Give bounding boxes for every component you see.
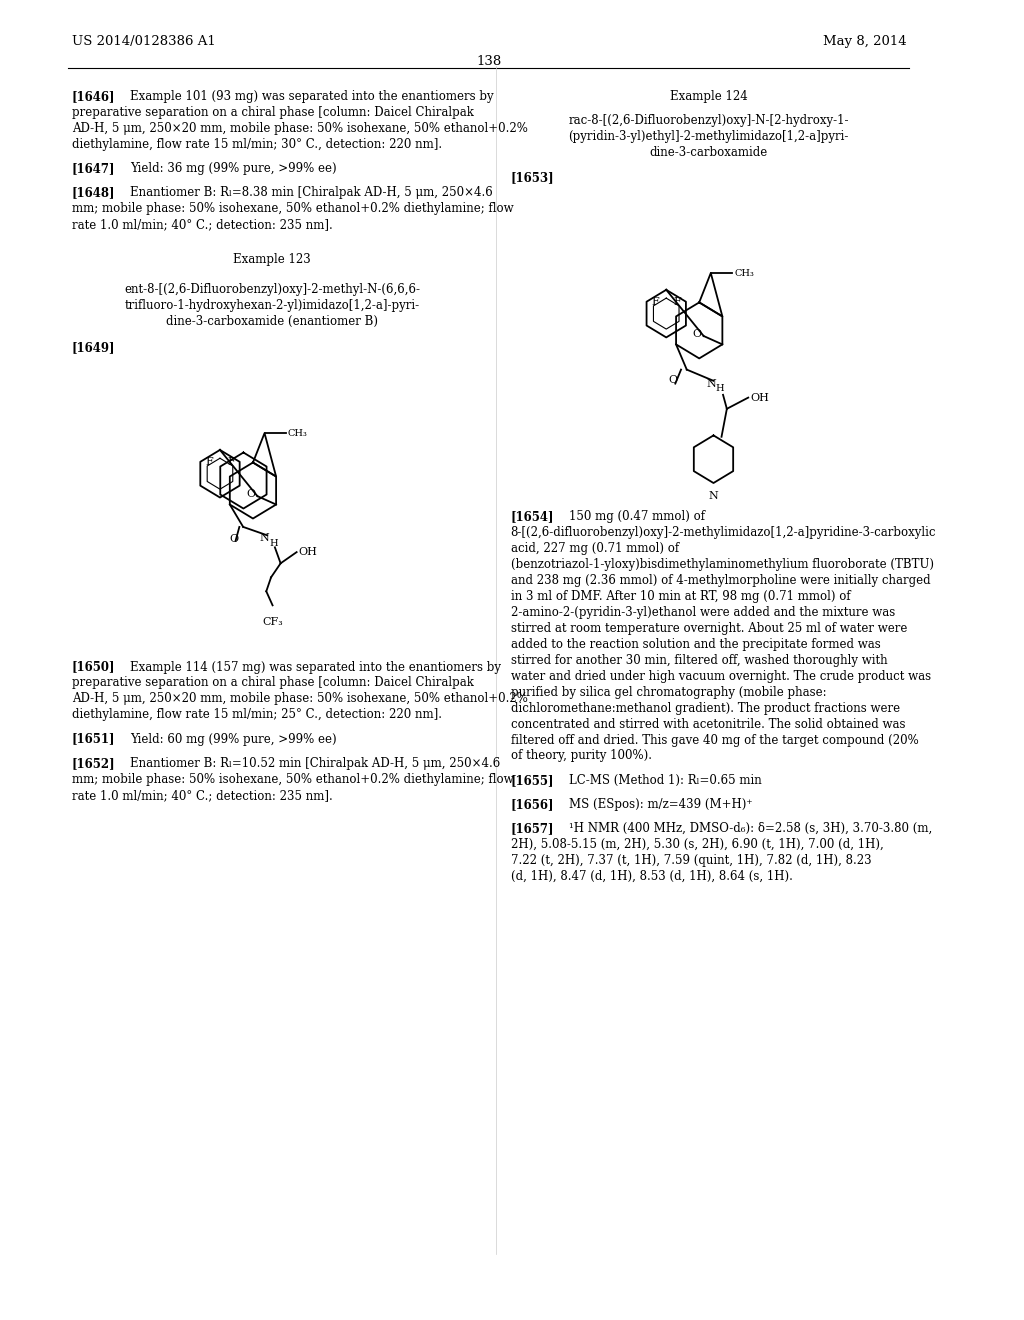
Text: Example 123: Example 123 (233, 253, 311, 267)
Text: O: O (247, 490, 256, 499)
Text: 7.22 (t, 2H), 7.37 (t, 1H), 7.59 (quint, 1H), 7.82 (d, 1H), 8.23: 7.22 (t, 2H), 7.37 (t, 1H), 7.59 (quint,… (511, 854, 871, 867)
Text: Enantiomer B: Rₗ=8.38 min [Chiralpak AD-H, 5 μm, 250×4.6: Enantiomer B: Rₗ=8.38 min [Chiralpak AD-… (130, 186, 493, 199)
Text: 2-amino-2-(pyridin-3-yl)ethanol were added and the mixture was: 2-amino-2-(pyridin-3-yl)ethanol were add… (511, 606, 895, 619)
Text: water and dried under high vacuum overnight. The crude product was: water and dried under high vacuum overni… (511, 669, 931, 682)
Text: ent-8-[(2,6-Difluorobenzyl)oxy]-2-methyl-N-(6,6,6-: ent-8-[(2,6-Difluorobenzyl)oxy]-2-methyl… (124, 282, 420, 296)
Text: 150 mg (0.47 mmol) of: 150 mg (0.47 mmol) of (569, 511, 706, 524)
Text: concentrated and stirred with acetonitrile. The solid obtained was: concentrated and stirred with acetonitri… (511, 718, 905, 730)
Text: [1655]: [1655] (511, 774, 554, 787)
Text: [1647]: [1647] (72, 162, 115, 176)
Text: rate 1.0 ml/min; 40° C.; detection: 235 nm].: rate 1.0 ml/min; 40° C.; detection: 235 … (72, 789, 333, 801)
Text: Enantiomer B: Rₗ=10.52 min [Chiralpak AD-H, 5 μm, 250×4.6: Enantiomer B: Rₗ=10.52 min [Chiralpak AD… (130, 756, 501, 770)
Text: mm; mobile phase: 50% isohexane, 50% ethanol+0.2% diethylamine; flow: mm; mobile phase: 50% isohexane, 50% eth… (72, 202, 513, 215)
Text: (benzotriazol-1-yloxy)bisdimethylaminomethylium fluoroborate (TBTU): (benzotriazol-1-yloxy)bisdimethylaminome… (511, 558, 934, 572)
Text: rac-8-[(2,6-Difluorobenzyl)oxy]-N-[2-hydroxy-1-: rac-8-[(2,6-Difluorobenzyl)oxy]-N-[2-hyd… (568, 114, 849, 127)
Text: (pyridin-3-yl)ethyl]-2-methylimidazo[1,2-a]pyri-: (pyridin-3-yl)ethyl]-2-methylimidazo[1,2… (568, 129, 849, 143)
Text: stirred for another 30 min, filtered off, washed thoroughly with: stirred for another 30 min, filtered off… (511, 653, 888, 667)
Text: [1651]: [1651] (72, 733, 115, 746)
Text: preparative separation on a chiral phase [column: Daicel Chiralpak: preparative separation on a chiral phase… (72, 676, 473, 689)
Text: CF₃: CF₃ (262, 618, 283, 627)
Text: [1650]: [1650] (72, 660, 115, 673)
Text: Example 101 (93 mg) was separated into the enantiomers by: Example 101 (93 mg) was separated into t… (130, 90, 494, 103)
Text: (d, 1H), 8.47 (d, 1H), 8.53 (d, 1H), 8.64 (s, 1H).: (d, 1H), 8.47 (d, 1H), 8.53 (d, 1H), 8.6… (511, 870, 793, 883)
Text: F: F (205, 457, 213, 467)
Text: diethylamine, flow rate 15 ml/min; 25° C., detection: 220 nm].: diethylamine, flow rate 15 ml/min; 25° C… (72, 709, 441, 721)
Text: CH₃: CH₃ (288, 429, 307, 438)
Text: of theory, purity 100%).: of theory, purity 100%). (511, 750, 651, 763)
Text: 8-[(2,6-difluorobenzyl)oxy]-2-methylimidazo[1,2-a]pyridine-3-carboxylic: 8-[(2,6-difluorobenzyl)oxy]-2-methylimid… (511, 527, 936, 540)
Text: N: N (707, 379, 717, 389)
Text: OH: OH (299, 546, 317, 557)
Text: LC-MS (Method 1): Rₗ=0.65 min: LC-MS (Method 1): Rₗ=0.65 min (569, 774, 762, 787)
Text: F: F (651, 297, 659, 306)
Text: preparative separation on a chiral phase [column: Daicel Chiralpak: preparative separation on a chiral phase… (72, 106, 473, 119)
Text: ¹H NMR (400 MHz, DMSO-d₆): δ=2.58 (s, 3H), 3.70-3.80 (m,: ¹H NMR (400 MHz, DMSO-d₆): δ=2.58 (s, 3H… (569, 822, 933, 836)
Text: acid, 227 mg (0.71 mmol) of: acid, 227 mg (0.71 mmol) of (511, 543, 679, 556)
Text: and 238 mg (2.36 mmol) of 4-methylmorpholine were initially charged: and 238 mg (2.36 mmol) of 4-methylmorpho… (511, 574, 931, 587)
Text: OH: OH (751, 392, 769, 403)
Text: dine-3-carboxamide (enantiomer B): dine-3-carboxamide (enantiomer B) (166, 314, 378, 327)
Text: H: H (269, 539, 278, 548)
Text: F: F (674, 297, 681, 306)
Text: US 2014/0128386 A1: US 2014/0128386 A1 (72, 36, 215, 48)
Text: AD-H, 5 μm, 250×20 mm, mobile phase: 50% isohexane, 50% ethanol+0.2%: AD-H, 5 μm, 250×20 mm, mobile phase: 50%… (72, 693, 527, 705)
Text: filtered off and dried. This gave 40 mg of the target compound (20%: filtered off and dried. This gave 40 mg … (511, 734, 919, 747)
Text: May 8, 2014: May 8, 2014 (823, 36, 907, 48)
Text: Yield: 36 mg (99% pure, >99% ee): Yield: 36 mg (99% pure, >99% ee) (130, 162, 337, 176)
Text: dichloromethane:methanol gradient). The product fractions were: dichloromethane:methanol gradient). The … (511, 702, 900, 714)
Text: F: F (227, 457, 234, 467)
Text: in 3 ml of DMF. After 10 min at RT, 98 mg (0.71 mmol) of: in 3 ml of DMF. After 10 min at RT, 98 m… (511, 590, 850, 603)
Text: 2H), 5.08-5.15 (m, 2H), 5.30 (s, 2H), 6.90 (t, 1H), 7.00 (d, 1H),: 2H), 5.08-5.15 (m, 2H), 5.30 (s, 2H), 6.… (511, 838, 884, 851)
Text: trifluoro-1-hydroxyhexan-2-yl)imidazo[1,2-a]-pyri-: trifluoro-1-hydroxyhexan-2-yl)imidazo[1,… (125, 298, 420, 312)
Text: Example 124: Example 124 (670, 90, 748, 103)
Text: mm; mobile phase: 50% isohexane, 50% ethanol+0.2% diethylamine; flow: mm; mobile phase: 50% isohexane, 50% eth… (72, 772, 513, 785)
Text: AD-H, 5 μm, 250×20 mm, mobile phase: 50% isohexane, 50% ethanol+0.2%: AD-H, 5 μm, 250×20 mm, mobile phase: 50%… (72, 121, 527, 135)
Text: O: O (668, 375, 677, 384)
Text: stirred at room temperature overnight. About 25 ml of water were: stirred at room temperature overnight. A… (511, 622, 907, 635)
Text: purified by silica gel chromatography (mobile phase:: purified by silica gel chromatography (m… (511, 685, 826, 698)
Text: added to the reaction solution and the precipitate formed was: added to the reaction solution and the p… (511, 638, 881, 651)
Text: 138: 138 (476, 55, 502, 69)
Text: N: N (259, 533, 269, 544)
Text: diethylamine, flow rate 15 ml/min; 30° C., detection: 220 nm].: diethylamine, flow rate 15 ml/min; 30° C… (72, 137, 441, 150)
Text: MS (ESpos): m/z=439 (M+H)⁺: MS (ESpos): m/z=439 (M+H)⁺ (569, 799, 753, 810)
Text: [1657]: [1657] (511, 822, 554, 836)
Text: O: O (692, 329, 701, 339)
Text: [1652]: [1652] (72, 756, 116, 770)
Text: [1653]: [1653] (511, 172, 554, 185)
Text: Example 114 (157 mg) was separated into the enantiomers by: Example 114 (157 mg) was separated into … (130, 660, 501, 673)
Text: [1656]: [1656] (511, 799, 554, 810)
Text: [1646]: [1646] (72, 90, 115, 103)
Text: H: H (716, 384, 725, 393)
Text: [1649]: [1649] (72, 342, 115, 354)
Text: dine-3-carboxamide: dine-3-carboxamide (649, 145, 768, 158)
Text: O: O (229, 533, 239, 544)
Text: rate 1.0 ml/min; 40° C.; detection: 235 nm].: rate 1.0 ml/min; 40° C.; detection: 235 … (72, 218, 333, 231)
Text: [1648]: [1648] (72, 186, 115, 199)
Text: CH₃: CH₃ (734, 268, 754, 277)
Text: N: N (709, 491, 719, 502)
Text: [1654]: [1654] (511, 511, 554, 524)
Text: Yield: 60 mg (99% pure, >99% ee): Yield: 60 mg (99% pure, >99% ee) (130, 733, 337, 746)
